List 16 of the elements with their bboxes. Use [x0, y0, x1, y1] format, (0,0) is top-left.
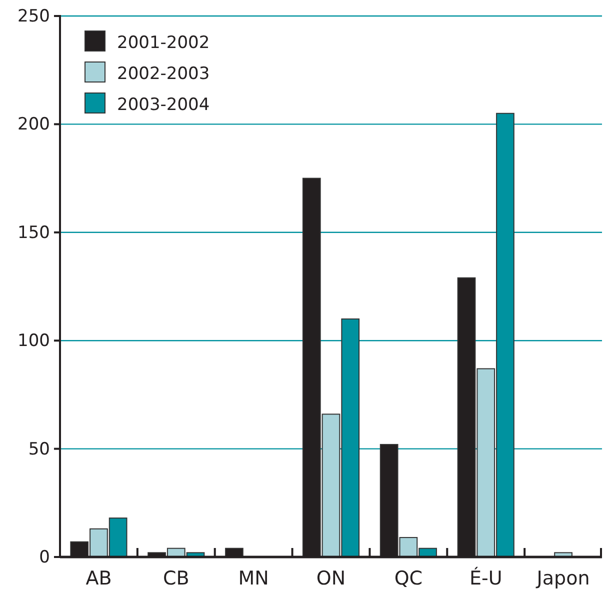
y-tick-label: 200	[18, 114, 50, 135]
y-tick-label: 50	[28, 439, 50, 460]
x-tick-label: CB	[162, 567, 190, 590]
y-tick-label: 250	[18, 6, 50, 26]
x-tick-label: ON	[316, 567, 346, 590]
y-tick-label: 100	[18, 331, 50, 352]
x-tick-label: É-U	[469, 566, 502, 590]
legend-label: 2003-2004	[117, 95, 210, 115]
legend-label: 2002-2003	[117, 64, 210, 84]
legend-label: 2001-2002	[117, 33, 210, 53]
x-tick-label: AB	[86, 567, 112, 590]
x-tick-label: QC	[394, 567, 423, 590]
y-tick-label: 0	[39, 547, 50, 568]
y-tick-label: 150	[18, 222, 50, 243]
x-tick-label: MN	[238, 567, 269, 590]
x-tick-label: Japon	[536, 567, 590, 590]
